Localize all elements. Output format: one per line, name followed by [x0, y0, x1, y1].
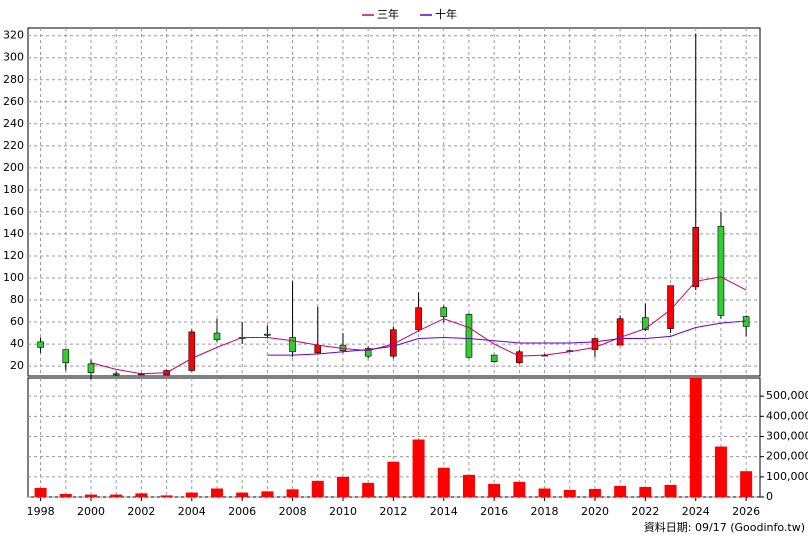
candle-body — [87, 363, 95, 373]
x-tick-label: 2008 — [279, 505, 307, 518]
candle-body — [62, 349, 70, 364]
x-tick-label: 2026 — [732, 505, 760, 518]
y-tick-label: 260 — [3, 95, 24, 108]
y-tick-label: 20 — [10, 359, 24, 372]
volume-bar — [336, 476, 349, 497]
candle-body — [188, 331, 196, 371]
legend-label: 十年 — [435, 7, 457, 21]
volume-bar — [488, 483, 501, 497]
y2-tick-label: 500,000 — [766, 389, 808, 402]
candle-body — [591, 338, 599, 350]
y2-tick-label: 0 — [766, 490, 773, 503]
volume-bar — [412, 439, 425, 497]
y-tick-label: 300 — [3, 51, 24, 64]
candle-body — [264, 333, 271, 336]
x-tick-label: 2022 — [631, 505, 659, 518]
candle-body — [490, 354, 498, 362]
y2-tick-label: 200,000 — [766, 450, 808, 463]
ma-line — [90, 276, 747, 375]
x-tick-label: 2020 — [581, 505, 609, 518]
x-tick-label: 2006 — [228, 505, 256, 518]
volume-bar — [614, 485, 627, 497]
y-tick-label: 160 — [3, 205, 24, 218]
volume-bar — [664, 484, 677, 497]
candle-body — [415, 307, 422, 331]
y-tick-label: 80 — [10, 293, 24, 306]
footnote: 資料日期: 09/17 (Goodinfo.tw) — [644, 520, 805, 534]
volume-bar — [563, 489, 576, 497]
candle-body — [440, 307, 448, 317]
y-tick-label: 40 — [10, 337, 24, 350]
volume-bar — [286, 489, 299, 497]
price-frame — [27, 27, 761, 377]
candle-body — [213, 332, 221, 340]
x-tick-label: 2002 — [127, 505, 155, 518]
volume-bar — [185, 492, 198, 497]
candle-body — [465, 314, 473, 358]
candle-body — [717, 225, 725, 316]
volume-bar — [311, 480, 324, 497]
x-tick-label: 2018 — [531, 505, 559, 518]
volume-bar — [84, 494, 97, 497]
y-tick-label: 100 — [3, 271, 24, 284]
volume-bar — [588, 488, 601, 497]
y-tick-label: 240 — [3, 117, 24, 130]
x-tick-label: 2012 — [379, 505, 407, 518]
y2-tick-label: 400,000 — [766, 409, 808, 422]
volume-bar — [110, 494, 123, 497]
y-tick-label: 320 — [3, 29, 24, 42]
y-tick-label: 140 — [3, 227, 24, 240]
candle-body — [642, 317, 649, 331]
volume-bar — [513, 481, 526, 497]
volume-bar — [210, 488, 223, 497]
volume-bar — [387, 461, 400, 497]
volume-bar — [714, 446, 727, 497]
volume-bar — [740, 471, 753, 497]
y-tick-label: 120 — [3, 249, 24, 262]
x-tick-label: 2000 — [77, 505, 105, 518]
ma-line — [267, 320, 747, 356]
volume-bar — [135, 493, 148, 497]
volume-bar — [639, 486, 652, 497]
x-tick-label: 1998 — [27, 505, 55, 518]
volume-bar — [160, 495, 173, 497]
volume-bar — [538, 488, 551, 497]
x-tick-label: 2014 — [430, 505, 458, 518]
candle-body — [314, 344, 322, 354]
candle-body — [616, 318, 624, 346]
candle-body — [516, 351, 523, 364]
volume-bar — [462, 474, 475, 497]
y2-tick-label: 300,000 — [766, 429, 808, 442]
volume-bar — [59, 493, 72, 497]
candle-body — [289, 337, 296, 353]
volume-bar — [362, 482, 375, 497]
volume-bar — [437, 467, 450, 497]
x-tick-label: 2010 — [329, 505, 357, 518]
x-tick-label: 2016 — [480, 505, 508, 518]
x-tick-label: 2024 — [682, 505, 710, 518]
legend-label: 三年 — [377, 7, 399, 21]
volume-bar — [236, 492, 249, 497]
y-tick-label: 180 — [3, 183, 24, 196]
y-tick-label: 60 — [10, 315, 24, 328]
volume-bar — [261, 491, 274, 497]
y-tick-label: 220 — [3, 139, 24, 152]
y-tick-label: 280 — [3, 73, 24, 86]
volume-bar — [34, 487, 47, 497]
volume-bar — [689, 378, 702, 497]
x-tick-label: 2004 — [178, 505, 206, 518]
candle-body — [364, 348, 372, 357]
candle-body — [37, 341, 44, 348]
y2-tick-label: 100,000 — [766, 470, 808, 483]
y-tick-label: 200 — [3, 161, 24, 174]
candle-body — [692, 227, 700, 288]
candle-body — [112, 373, 120, 376]
